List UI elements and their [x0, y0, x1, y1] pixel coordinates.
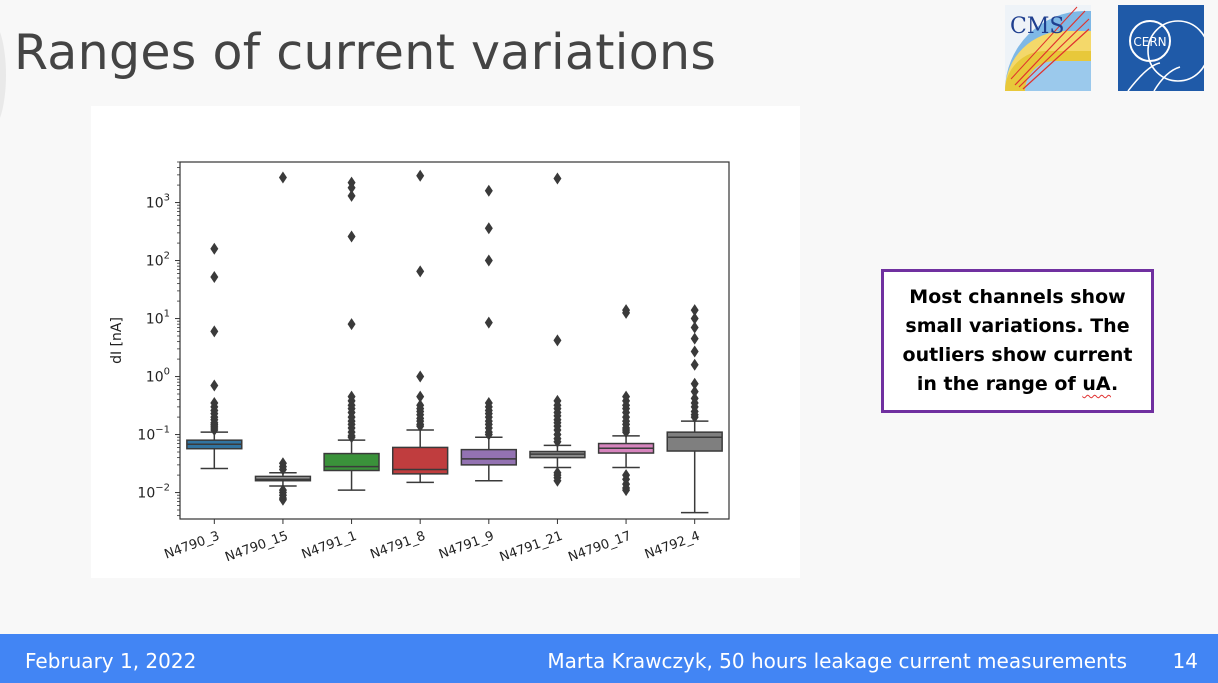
box-plot-svg: N4790_3 N4790_15 N4791_1 N4791_8 N4791_9 N479…	[109, 161, 730, 566]
callout-box: Most channels show small variations. The…	[881, 269, 1154, 413]
outlier-point	[416, 370, 425, 383]
box-group-N4790_3	[186, 242, 243, 470]
y-tick-label: 100	[146, 367, 170, 386]
axes: N4790_3 N4790_15 N4791_1 N4791_8 N4791_9 N479…	[137, 161, 702, 566]
outlier-point	[484, 316, 493, 329]
callout-text-unit: uA	[1082, 373, 1111, 395]
outlier-point	[484, 428, 493, 441]
outlier-point	[278, 171, 287, 184]
box-iqr	[460, 448, 518, 466]
outlier-point	[347, 181, 356, 194]
cern-logo-text: CERN	[1133, 35, 1166, 49]
outlier-point	[484, 184, 493, 197]
x-tick-label: N4791_9	[437, 529, 496, 563]
outlier-point	[210, 379, 219, 392]
box-plot: N4790_3 N4790_15 N4791_1 N4791_8 N4791_9 N479…	[91, 106, 800, 578]
outlier-point	[553, 172, 562, 185]
cern-logo: CERN	[1118, 5, 1209, 92]
outlier-point	[416, 420, 425, 433]
box-group-N4791_8	[391, 169, 449, 484]
outlier-point	[347, 230, 356, 243]
slide-title: Ranges of current variations	[14, 24, 717, 81]
x-tick-label: N4790_15	[223, 529, 290, 566]
box-group-N4792_4	[666, 304, 723, 514]
footer-bar: February 1, 2022 Marta Krawczyk, 50 hour…	[0, 634, 1218, 683]
y-tick-label: 101	[146, 309, 170, 328]
y-tick-label: 10−2	[137, 483, 170, 502]
outlier-point	[622, 306, 631, 319]
plot-area	[186, 169, 723, 514]
outlier-point	[622, 484, 631, 497]
cms-logo-text: CMS	[1010, 14, 1064, 39]
y-tick-label: 103	[146, 193, 170, 212]
footer-author-title: Marta Krawczyk, 50 hours leakage current…	[547, 649, 1127, 673]
x-tick-label: N4791_8	[368, 529, 427, 563]
footer-date: February 1, 2022	[25, 649, 197, 673]
outlier-point	[553, 474, 562, 487]
x-tick-label: N4790_17	[566, 529, 633, 566]
outlier-point	[416, 390, 425, 403]
page-number: 14	[1172, 649, 1198, 673]
callout-text-main: Most channels show small variations. The…	[902, 286, 1133, 395]
corner-decoration	[0, 20, 6, 130]
y-tick-label: 102	[146, 251, 170, 270]
x-tick-label: N4791_21	[498, 529, 565, 566]
callout-text-end: .	[1110, 373, 1119, 395]
box-group-N4791_9	[460, 184, 518, 482]
box-iqr	[666, 431, 723, 452]
outlier-point	[347, 431, 356, 444]
box-group-N4791_21	[529, 172, 586, 487]
outlier-point	[622, 426, 631, 439]
box-group-N4790_15	[254, 171, 312, 506]
outlier-point	[347, 318, 356, 331]
y-tick-label: 10−1	[137, 425, 170, 444]
outlier-point	[278, 493, 287, 506]
outlier-point	[278, 463, 287, 476]
outlier-point	[690, 411, 699, 424]
outlier-point	[210, 423, 219, 436]
outlier-point	[210, 271, 219, 284]
outlier-point	[690, 385, 699, 398]
outlier-point	[690, 377, 699, 390]
outlier-point	[484, 222, 493, 235]
outlier-point	[484, 254, 493, 267]
outlier-point	[416, 169, 425, 182]
plot-frame	[179, 161, 730, 520]
cms-logo: CMS	[1005, 5, 1091, 91]
outlier-point	[690, 312, 699, 325]
x-tick-label: N4791_1	[300, 529, 359, 563]
outlier-point	[690, 332, 699, 345]
y-axis-label: dI [nA]	[109, 317, 125, 364]
outlier-point	[690, 304, 699, 317]
outlier-point	[416, 265, 425, 278]
box-group-N4791_1	[323, 176, 380, 491]
box-iqr	[323, 452, 380, 472]
outlier-point	[690, 358, 699, 371]
callout-text: Most channels show small variations. The…	[898, 283, 1137, 399]
outlier-point	[553, 334, 562, 347]
outlier-point	[690, 345, 699, 358]
outlier-point	[210, 325, 219, 338]
outlier-point	[553, 435, 562, 448]
outlier-point	[690, 321, 699, 334]
x-tick-label: N4790_3	[162, 529, 221, 563]
box-group-N4790_17	[597, 304, 655, 497]
x-tick-label: N4792_4	[643, 529, 702, 563]
outlier-point	[210, 242, 219, 255]
outlier-point	[347, 189, 356, 202]
